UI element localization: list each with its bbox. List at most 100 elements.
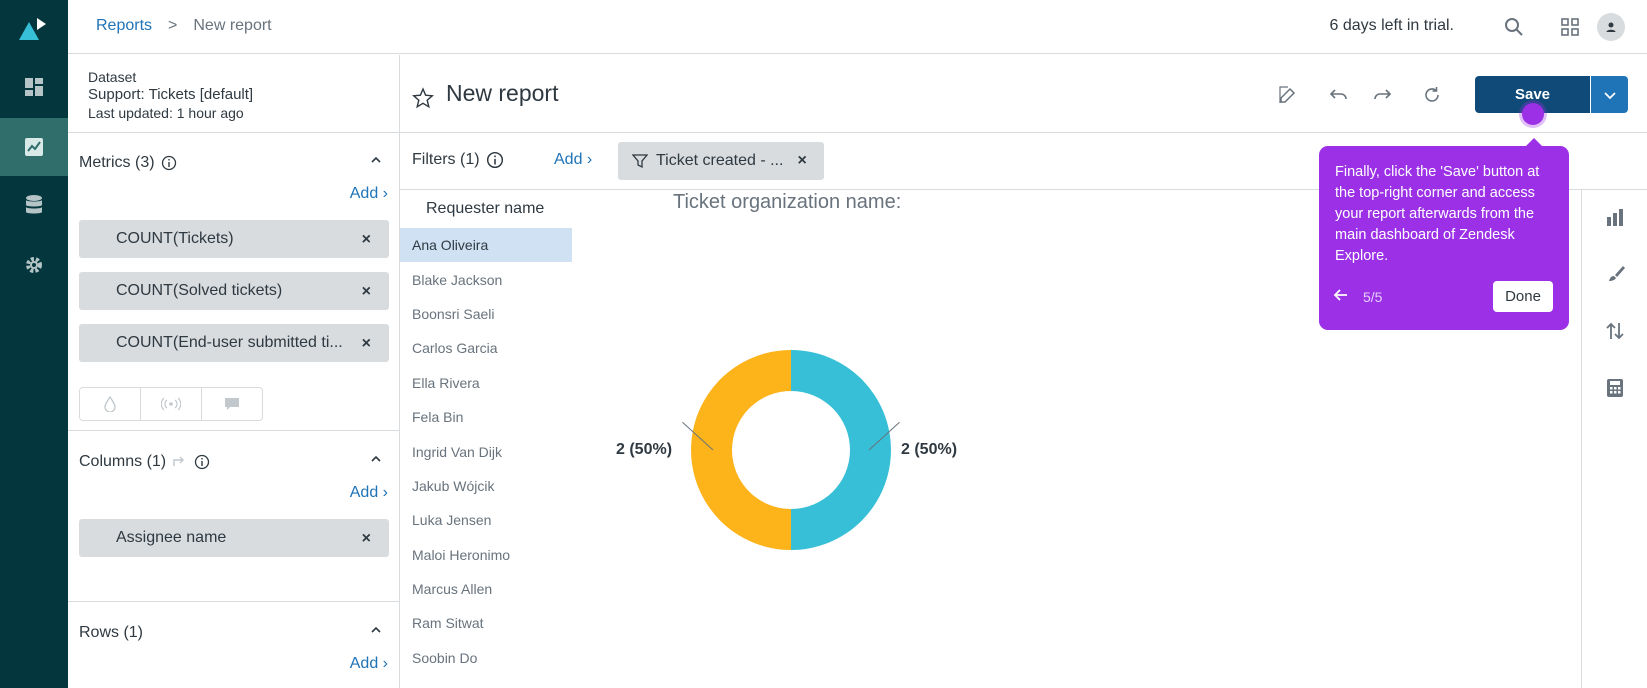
requester-list: Requester name Ana Oliveira Blake Jackson…	[400, 190, 572, 688]
dataset-name[interactable]: Support: Tickets [default]	[88, 86, 254, 103]
requester-list-item[interactable]: Soobin Do	[412, 649, 478, 666]
rows-add-link[interactable]: Add ›	[349, 655, 388, 672]
metric-pill-label: COUNT(Solved tickets)	[116, 282, 283, 299]
nav-reports[interactable]	[0, 118, 68, 176]
metric-pill-label: COUNT(Tickets)	[116, 230, 234, 247]
nav-dashboard[interactable]	[0, 58, 68, 116]
columns-collapse-icon[interactable]	[369, 452, 383, 466]
nav-settings[interactable]	[0, 236, 68, 294]
requester-list-item[interactable]: Ingrid Van Dijk	[412, 443, 503, 460]
dataset-updated: Last updated: 1 hour ago	[88, 105, 244, 121]
rows-collapse-icon[interactable]	[369, 623, 383, 637]
rows-title: Rows (1)	[79, 624, 144, 641]
bar-chart-icon	[1607, 209, 1623, 226]
requester-list-item[interactable]: Fela Bin	[412, 409, 464, 426]
grid-apps-icon	[1561, 18, 1579, 36]
requester-list-item[interactable]: Ram Sitwat	[412, 615, 484, 632]
metric-pill[interactable]: COUNT(Solved tickets) ×	[79, 272, 389, 310]
breadcrumb-reports-link[interactable]: Reports	[96, 17, 153, 34]
sort-button[interactable]	[1603, 319, 1627, 343]
column-pill[interactable]: Assignee name ×	[79, 519, 389, 557]
remove-metric-close-icon[interactable]: ×	[361, 335, 371, 352]
gear-icon	[26, 257, 42, 273]
refresh-icon	[1425, 87, 1439, 102]
refresh-button[interactable]	[1420, 83, 1444, 107]
requester-list-item[interactable]: Boonsri Saeli	[412, 305, 495, 322]
requester-list-item[interactable]: Ella Rivera	[412, 374, 480, 391]
info-icon[interactable]	[161, 155, 177, 171]
calculations-button[interactable]	[1603, 376, 1627, 400]
user-avatar[interactable]	[1597, 13, 1625, 41]
search-button[interactable]	[1501, 14, 1527, 40]
rows-section: Rows (1) Add ›	[68, 602, 399, 688]
metrics-add-link[interactable]: Add ›	[349, 185, 388, 202]
report-title[interactable]: New report	[446, 80, 559, 106]
requester-list-item[interactable]: Jakub Wójcik	[412, 477, 495, 494]
redo-button[interactable]	[1370, 83, 1394, 107]
filter-pill[interactable]: Ticket created - ... ×	[618, 142, 824, 180]
apps-button[interactable]	[1557, 14, 1583, 40]
tooltip-text: Finally, click the 'Save' button at the …	[1335, 164, 1540, 264]
columns-title: Columns (1)	[79, 453, 167, 470]
nav-rail	[0, 0, 68, 688]
rows-header: Rows (1)	[79, 624, 143, 642]
broadcast-icon	[161, 397, 181, 411]
nav-datasets[interactable]	[0, 176, 68, 234]
metric-pill[interactable]: COUNT(End-user submitted ti... ×	[79, 324, 389, 362]
comment-button[interactable]	[201, 387, 263, 421]
requester-list-item[interactable]: Luka Jensen	[412, 512, 492, 529]
donut-slice[interactable]	[791, 350, 891, 550]
metric-pill-label: COUNT(End-user submitted ti...	[116, 334, 343, 351]
filter-funnel-icon	[632, 154, 648, 169]
requester-list-item[interactable]: Marcus Allen	[412, 581, 493, 598]
swap-icon[interactable]	[172, 454, 188, 470]
metrics-header: Metrics (3)	[79, 154, 177, 172]
remove-metric-close-icon[interactable]: ×	[361, 283, 371, 300]
arrow-left-icon[interactable]	[1333, 288, 1349, 302]
info-icon[interactable]	[486, 151, 504, 169]
columns-add-link[interactable]: Add ›	[349, 484, 388, 501]
done-button[interactable]: Done	[1493, 281, 1553, 312]
speech-bubble-icon	[225, 398, 239, 410]
filters-header: Filters (1)	[412, 151, 504, 169]
requester-list-item[interactable]: Carlos Garcia	[412, 340, 498, 357]
donut-slice[interactable]	[691, 350, 791, 550]
slice-data-label: 2 (50%)	[901, 441, 958, 458]
tooltip-step: 5/5	[1363, 289, 1383, 305]
requester-list-item[interactable]: Blake Jackson	[412, 271, 503, 288]
drop-button[interactable]	[79, 387, 141, 421]
chevron-down-icon	[1603, 91, 1616, 99]
database-icon	[26, 195, 42, 214]
guide-hotspot[interactable]	[1522, 103, 1544, 125]
columns-header: Columns (1)	[79, 453, 210, 471]
signal-button[interactable]	[140, 387, 202, 421]
redo-icon	[1374, 89, 1392, 100]
chart-type-button[interactable]	[1603, 205, 1627, 229]
metric-tool-group	[79, 387, 263, 421]
trial-status: 6 days left in trial.	[1329, 17, 1455, 34]
requester-list-item[interactable]: Ana Oliveira	[400, 228, 572, 263]
filters-add-link[interactable]: Add ›	[554, 151, 593, 168]
remove-column-close-icon[interactable]: ×	[361, 530, 371, 547]
undo-button[interactable]	[1327, 83, 1351, 107]
columns-section: Columns (1) Add › Assignee name ×	[68, 431, 399, 602]
remove-metric-close-icon[interactable]: ×	[361, 231, 371, 248]
chart-title: Ticket organization name:	[673, 191, 902, 213]
remove-filter-close-icon[interactable]: ×	[797, 152, 807, 169]
edit-button[interactable]	[1276, 83, 1300, 107]
save-options-button[interactable]	[1591, 76, 1628, 113]
format-button[interactable]	[1603, 262, 1627, 286]
metric-pill[interactable]: COUNT(Tickets) ×	[79, 220, 389, 258]
dataset-info: Dataset Support: Tickets [default] Last …	[68, 55, 399, 133]
pencil-edit-icon	[1279, 86, 1296, 103]
star-icon[interactable]	[412, 87, 434, 109]
user-icon	[1606, 22, 1616, 32]
visualization-rail	[1581, 190, 1647, 688]
metrics-section: Metrics (3) Add › COUNT(Tickets) × COUNT(…	[68, 133, 399, 431]
requester-list-item[interactable]: Maloi Heronimo	[412, 546, 511, 563]
explore-logo-icon[interactable]	[17, 14, 51, 42]
paint-brush-icon	[1609, 266, 1625, 281]
filters-title: Filters (1)	[412, 151, 480, 168]
info-icon[interactable]	[194, 454, 210, 470]
metrics-collapse-icon[interactable]	[369, 153, 383, 167]
